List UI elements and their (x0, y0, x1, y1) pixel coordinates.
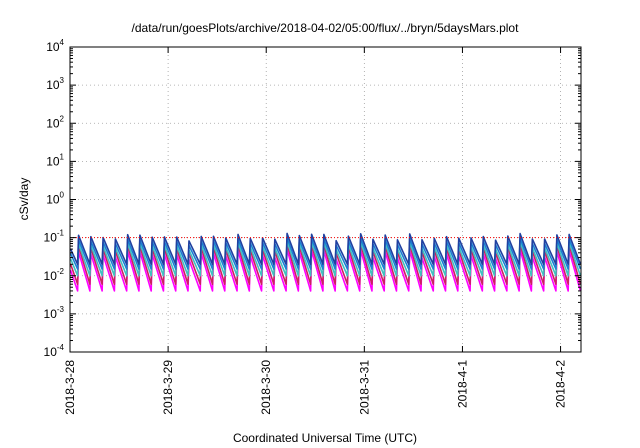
x-tick-label: 2018-3-28 (63, 360, 77, 415)
y-tick-label: 10-2 (44, 267, 65, 283)
series-layer (69, 232, 582, 292)
y-tick-label: 10-3 (44, 305, 65, 321)
y-tick-label: 101 (46, 152, 64, 168)
y-tick-label: 100 (46, 191, 64, 207)
y-tick-label: 104 (46, 38, 64, 54)
y-axis: 10-4 10-3 10-2 10-1 100 101 102 103 104 (44, 38, 581, 359)
x-axis: 2018-3-28 2018-3-29 2018-3-30 2018-3-31 2018… (63, 47, 568, 415)
y-axis-label: cSv/day (17, 178, 31, 221)
y-tick-label: 103 (46, 76, 64, 92)
x-axis-label: Coordinated Universal Time (UTC) (233, 431, 417, 445)
x-tick-label: 2018-4-2 (554, 360, 568, 408)
x-tick-label: 2018-3-29 (161, 360, 175, 415)
x-tick-label: 2018-3-31 (357, 360, 371, 415)
y-tick-label: 102 (46, 114, 64, 130)
x-tick-label: 2018-4-1 (455, 360, 469, 408)
y-tick-label: 10-4 (44, 343, 65, 359)
chart-title: /data/run/goesPlots/archive/2018-04-02/0… (132, 21, 520, 35)
x-tick-label: 2018-3-30 (259, 360, 273, 415)
y-tick-label: 10-1 (44, 229, 65, 245)
grid-lines (70, 47, 581, 352)
series-line (69, 232, 582, 266)
